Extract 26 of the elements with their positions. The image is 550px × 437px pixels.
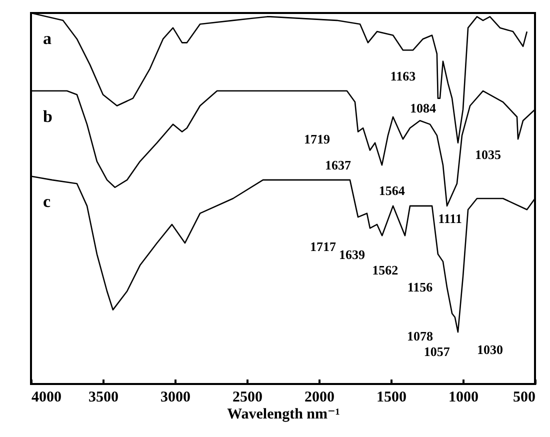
annotation: 1562 [372,262,398,278]
annotation: 1078 [407,328,434,344]
series-label: c [43,192,51,212]
annotation: 1637 [324,157,352,172]
x-tick-label: 2500 [232,390,262,406]
x-axis-title: Wavelength nm⁻¹ [227,406,340,422]
annotation: 1030 [476,342,503,358]
x-tick-label: 500 [513,390,536,406]
annotation: 1639 [338,247,366,262]
annotation: 1564 [378,183,406,198]
x-tick-label: 3000 [160,390,190,406]
x-tick-label: 1000 [448,390,478,406]
annotation: 1163 [390,68,416,84]
annotation: 1156 [407,280,434,295]
annotation: 1084 [410,100,437,116]
series-label: b [43,106,52,126]
annotation: 1057 [424,344,450,360]
annotation: 1111 [438,210,462,226]
annotation: 1719 [304,132,331,147]
x-tick-label: 4000 [32,390,62,406]
x-tick-label: 1500 [376,390,406,406]
series-label: a [43,29,52,48]
x-tick-label: 2000 [304,390,334,406]
x-tick-label: 3500 [88,390,118,406]
annotation: 1035 [474,146,502,162]
annotation: 1717 [310,239,337,254]
